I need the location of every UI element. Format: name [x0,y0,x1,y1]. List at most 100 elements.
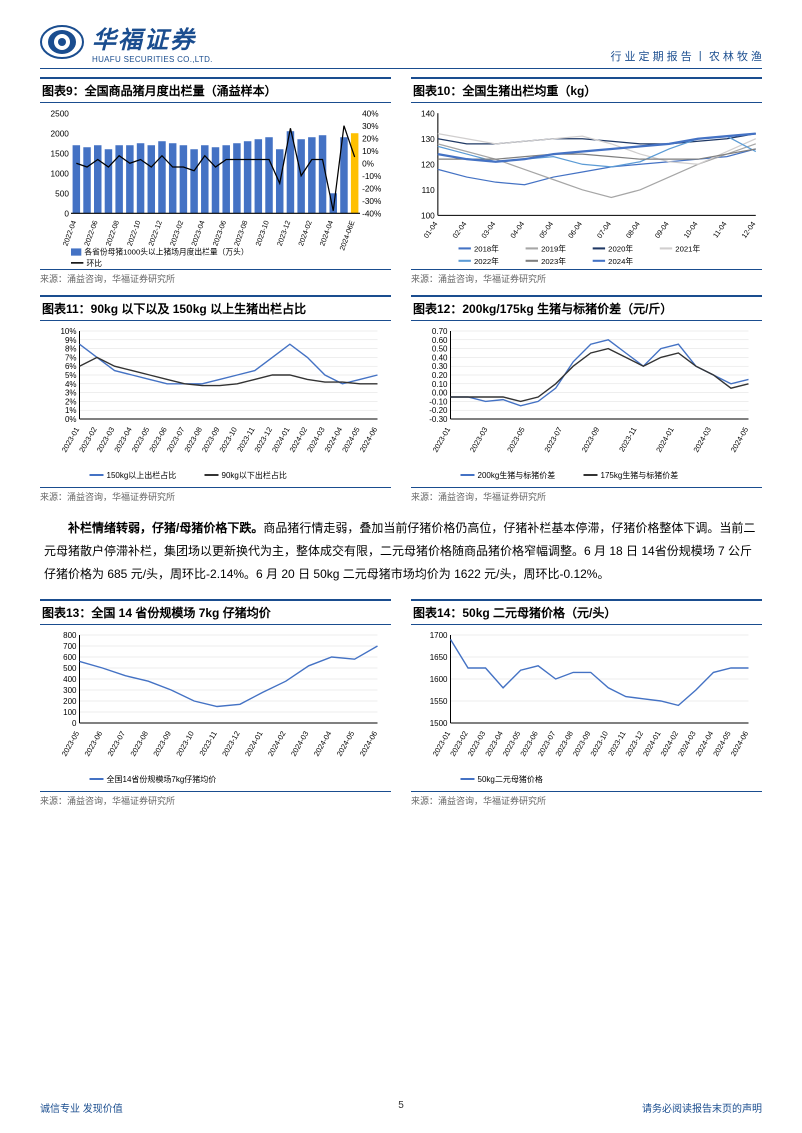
svg-text:01-04: 01-04 [422,220,440,240]
svg-text:110: 110 [422,186,436,195]
svg-text:2024-05: 2024-05 [729,426,751,454]
logo-text-cn: 华福证券 [92,20,213,55]
chart-title: 图表13：全国 14 省份规模场 7kg 仔猪均价 [40,599,391,625]
svg-text:2024-04: 2024-04 [312,730,334,758]
svg-text:2%: 2% [65,397,77,406]
svg-text:500: 500 [63,664,77,673]
chart-title: 图表14：50kg 二元母猪价格（元/头） [411,599,762,625]
svg-text:40%: 40% [362,109,379,118]
svg-text:1%: 1% [65,406,77,415]
svg-text:0%: 0% [65,415,77,424]
svg-text:30%: 30% [362,122,379,131]
svg-text:05-04: 05-04 [537,220,555,240]
svg-text:-40%: -40% [362,209,382,218]
svg-text:2024-01: 2024-01 [654,426,676,454]
svg-text:1700: 1700 [430,631,448,640]
svg-text:环比: 环比 [86,258,102,267]
svg-text:2023-06: 2023-06 [211,219,229,247]
svg-text:150kg以上出栏占比: 150kg以上出栏占比 [107,470,177,480]
svg-text:2018年: 2018年 [474,244,499,254]
svg-text:3%: 3% [65,389,77,398]
svg-text:2023-08: 2023-08 [232,219,250,247]
svg-text:1600: 1600 [430,675,448,684]
svg-text:2000: 2000 [51,129,70,138]
svg-text:0.70: 0.70 [432,327,448,336]
svg-text:2022年: 2022年 [474,256,499,266]
svg-text:2020年: 2020年 [608,244,633,254]
svg-text:11-04: 11-04 [711,220,729,240]
svg-text:2022-10: 2022-10 [125,219,143,247]
svg-text:2023-11: 2023-11 [617,426,638,454]
chart-source: 来源：涌益咨询，华福证券研究所 [40,487,391,503]
svg-text:03-04: 03-04 [479,220,497,240]
page-header: 华福证券 HUAFU SECURITIES CO.,LTD. 行 业 定 期 报… [40,20,762,69]
svg-text:2022-08: 2022-08 [104,219,122,247]
svg-text:2024-03: 2024-03 [289,730,311,758]
chart-title: 图表12：200kg/175kg 生猪与标猪价差（元/斤） [411,295,762,321]
svg-text:2024-02: 2024-02 [296,219,314,247]
chart-source: 来源：涌益咨询，华福证券研究所 [411,269,762,285]
svg-text:0.50: 0.50 [432,345,448,354]
svg-text:02-04: 02-04 [450,220,468,240]
page-footer: 诚信专业 发现价值 5 请务必阅读报告末页的声明 [40,1100,762,1115]
svg-text:2024-06: 2024-06 [358,730,380,758]
svg-text:20%: 20% [362,134,379,143]
logo-text-en: HUAFU SECURITIES CO.,LTD. [92,55,213,64]
svg-text:175kg生猪与标猪价差: 175kg生猪与标猪价差 [601,470,679,480]
svg-text:2023年: 2023年 [541,256,566,266]
svg-text:500: 500 [55,189,69,198]
svg-text:2023-10: 2023-10 [253,219,271,247]
svg-text:-0.20: -0.20 [429,406,448,415]
chart-title: 图表9：全国商品猪月度出栏量（涌益样本） [40,77,391,103]
svg-text:1550: 1550 [430,697,448,706]
svg-text:2023-09: 2023-09 [580,426,602,454]
svg-text:12-04: 12-04 [739,220,757,240]
svg-text:2023-05: 2023-05 [60,730,82,758]
svg-text:50kg二元母猪价格: 50kg二元母猪价格 [478,774,543,784]
svg-text:各省份母猪1000头以上猪场月度出栏量（万头）: 各省份母猪1000头以上猪场月度出栏量（万头） [84,247,248,257]
chart-14: 图表14：50kg 二元母猪价格（元/头） 150015501600165017… [411,599,762,807]
svg-text:1500: 1500 [430,719,448,728]
svg-text:2022-12: 2022-12 [146,219,164,247]
chart-12: 图表12：200kg/175kg 生猪与标猪价差（元/斤） -0.30-0.20… [411,295,762,503]
svg-text:2023-06: 2023-06 [83,730,105,758]
page-number: 5 [398,1100,404,1111]
logo: 华福证券 HUAFU SECURITIES CO.,LTD. [40,20,213,64]
svg-text:2023-04: 2023-04 [189,219,207,247]
svg-text:0.00: 0.00 [432,389,448,398]
svg-text:0: 0 [72,719,77,728]
svg-text:0.20: 0.20 [432,371,448,380]
svg-text:2023-07: 2023-07 [106,730,128,758]
svg-text:200: 200 [63,697,77,706]
chart-11: 图表11：90kg 以下以及 150kg 以上生猪出栏占比 0%1%2%3%4%… [40,295,391,503]
svg-text:1500: 1500 [51,149,70,158]
svg-text:0: 0 [64,209,69,218]
svg-text:2024年: 2024年 [608,256,633,266]
svg-text:06-04: 06-04 [566,220,584,240]
svg-text:800: 800 [63,631,77,640]
svg-text:400: 400 [63,675,77,684]
para-bold: 补栏情绪转弱，仔猪/母猪价格下跌。 [68,521,263,535]
footer-right: 请务必阅读报告末页的声明 [642,1100,762,1115]
svg-text:0.30: 0.30 [432,362,448,371]
chart-13: 图表13：全国 14 省份规模场 7kg 仔猪均价 01002003004005… [40,599,391,807]
svg-text:2024-02: 2024-02 [266,730,288,758]
svg-text:0%: 0% [362,159,375,168]
svg-text:0.10: 0.10 [432,380,448,389]
svg-text:8%: 8% [65,345,77,354]
svg-text:2023-03: 2023-03 [468,426,490,454]
svg-text:2023-07: 2023-07 [542,426,564,454]
company-logo-icon [40,20,84,64]
svg-text:2023-02: 2023-02 [168,219,186,247]
chart-title: 图表11：90kg 以下以及 150kg 以上生猪出栏占比 [40,295,391,321]
svg-text:0.40: 0.40 [432,353,448,362]
svg-text:9%: 9% [65,336,77,345]
svg-text:2500: 2500 [51,109,70,118]
svg-text:2023-01: 2023-01 [431,426,453,454]
svg-text:2023-10: 2023-10 [174,730,196,758]
svg-text:10%: 10% [60,327,76,336]
svg-text:2023-05: 2023-05 [505,426,527,454]
svg-text:2024-03: 2024-03 [691,426,713,454]
svg-text:6%: 6% [65,362,77,371]
svg-text:2024-01: 2024-01 [243,730,265,758]
